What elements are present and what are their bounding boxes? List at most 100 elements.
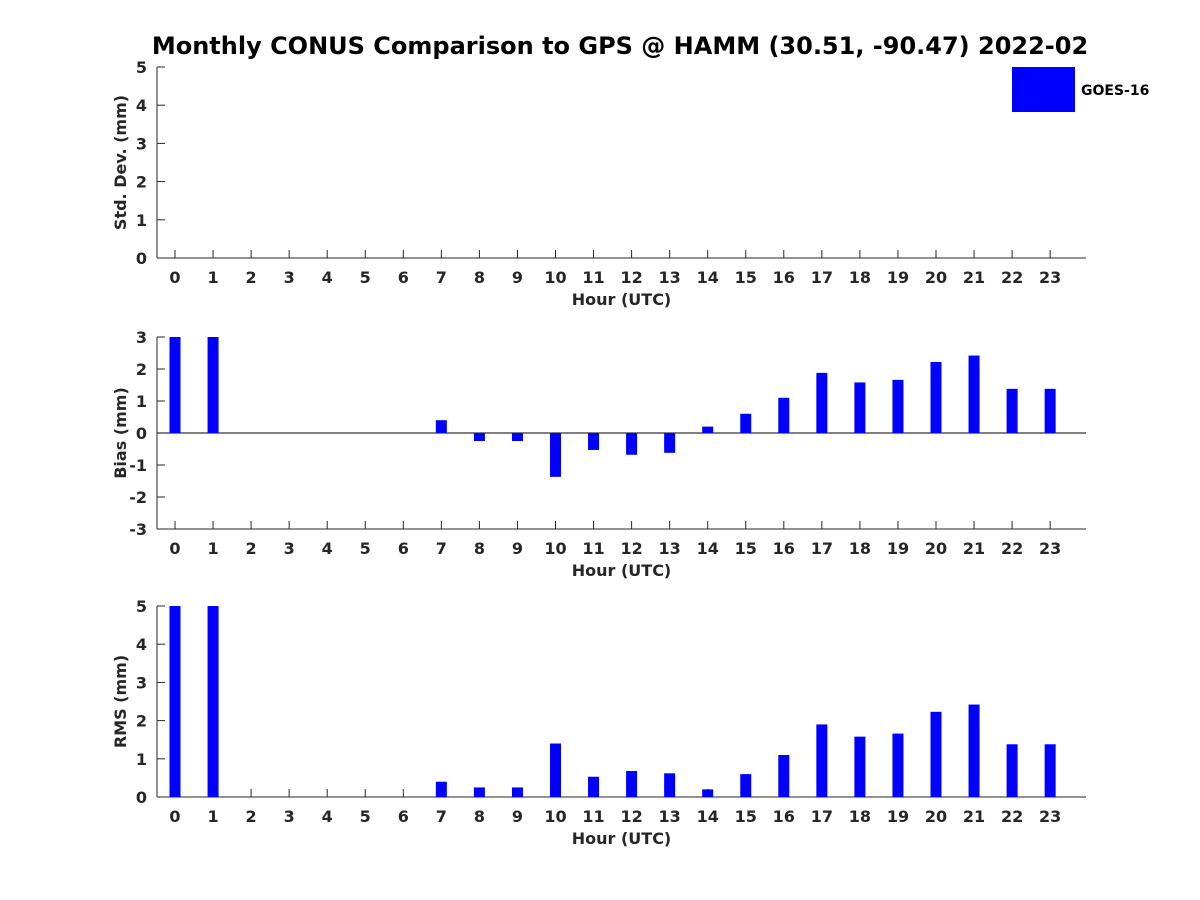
bar: [207, 606, 219, 797]
x-tick-label: 23: [1039, 268, 1061, 287]
y-axis-label: Bias (mm): [111, 387, 130, 479]
x-tick-label: 13: [659, 268, 681, 287]
y-tick-label: 5: [136, 597, 147, 616]
bar: [740, 774, 752, 797]
y-tick-label: 4: [136, 635, 147, 654]
x-tick-label: 9: [512, 807, 523, 826]
bar: [511, 787, 523, 797]
y-tick-label: 1: [136, 211, 147, 230]
bar: [435, 781, 447, 797]
x-tick-label: 0: [169, 539, 180, 558]
x-tick-label: 0: [169, 807, 180, 826]
bar: [664, 773, 676, 797]
bar: [550, 433, 561, 477]
y-tick-label: 1: [136, 392, 147, 411]
y-tick-label: 1: [136, 750, 147, 769]
x-tick-label: 17: [811, 807, 833, 826]
x-tick-label: 23: [1039, 539, 1061, 558]
x-tick-label: 22: [1001, 539, 1023, 558]
x-tick-label: 10: [544, 807, 566, 826]
bar: [473, 433, 485, 441]
x-tick-label: 23: [1039, 807, 1061, 826]
legend-label: GOES-16: [1081, 83, 1149, 99]
x-tick-label: 1: [207, 268, 218, 287]
y-axis-label: RMS (mm): [111, 655, 130, 748]
x-tick-label: 4: [322, 807, 333, 826]
x-tick-label: 20: [925, 268, 947, 287]
x-tick-label: 19: [887, 268, 909, 287]
x-tick-label: 19: [887, 807, 909, 826]
x-tick-label: 16: [773, 807, 795, 826]
x-tick-label: 7: [436, 268, 447, 287]
x-tick-label: 4: [322, 539, 333, 558]
y-tick-label: 3: [136, 328, 147, 347]
x-tick-label: 12: [620, 539, 642, 558]
x-tick-label: 11: [582, 539, 604, 558]
x-tick-label: 8: [474, 539, 485, 558]
bar: [968, 355, 980, 433]
x-tick-label: 4: [322, 268, 333, 287]
x-tick-label: 5: [360, 268, 371, 287]
x-tick-label: 0: [169, 268, 180, 287]
x-tick-label: 10: [544, 268, 566, 287]
bar: [473, 787, 485, 797]
x-tick-label: 6: [398, 539, 409, 558]
x-tick-label: 18: [849, 268, 871, 287]
y-axis-label: Std. Dev. (mm): [111, 95, 130, 230]
x-axis-label: Hour (UTC): [572, 829, 672, 848]
x-tick-label: 13: [659, 807, 681, 826]
x-tick-label: 13: [659, 539, 681, 558]
x-axis-label: Hour (UTC): [572, 561, 672, 580]
bar: [626, 771, 638, 797]
x-tick-label: 21: [963, 807, 985, 826]
x-tick-label: 8: [474, 268, 485, 287]
bar: [968, 704, 980, 797]
bar: [740, 413, 752, 433]
y-tick-label: 3: [136, 673, 147, 692]
bar: [588, 433, 600, 450]
bar: [588, 776, 600, 797]
legend: GOES-16: [1012, 67, 1149, 112]
x-tick-label: 18: [849, 807, 871, 826]
x-tick-label: 16: [773, 539, 795, 558]
y-tick-label: 2: [136, 173, 147, 192]
bar: [702, 426, 714, 433]
bar: [664, 433, 676, 453]
y-tick-label: 2: [136, 712, 147, 731]
y-tick-label: 5: [136, 58, 147, 77]
y-tick-label: -3: [129, 520, 147, 539]
x-tick-label: 6: [398, 807, 409, 826]
x-tick-label: 20: [925, 539, 947, 558]
y-tick-label: -1: [129, 456, 147, 475]
x-tick-label: 12: [620, 268, 642, 287]
x-tick-label: 14: [697, 807, 719, 826]
x-tick-label: 11: [582, 807, 604, 826]
chart-title: Monthly CONUS Comparison to GPS @ HAMM (…: [152, 32, 1088, 60]
x-tick-label: 9: [512, 539, 523, 558]
x-tick-label: 2: [246, 539, 257, 558]
x-tick-label: 12: [620, 807, 642, 826]
y-tick-label: 3: [136, 134, 147, 153]
bar: [702, 789, 714, 797]
x-tick-label: 1: [207, 539, 218, 558]
bar: [511, 433, 523, 441]
bar: [626, 433, 638, 455]
bar: [169, 606, 181, 797]
x-tick-label: 20: [925, 807, 947, 826]
x-tick-label: 19: [887, 539, 909, 558]
x-tick-label: 5: [360, 539, 371, 558]
bar: [435, 420, 447, 433]
x-tick-label: 3: [284, 268, 295, 287]
bar: [1044, 388, 1056, 433]
bar: [854, 736, 866, 797]
bar: [1044, 744, 1056, 797]
x-tick-label: 17: [811, 539, 833, 558]
bar: [778, 754, 790, 797]
bar: [1006, 388, 1018, 433]
bar: [169, 337, 181, 433]
x-tick-label: 1: [207, 807, 218, 826]
